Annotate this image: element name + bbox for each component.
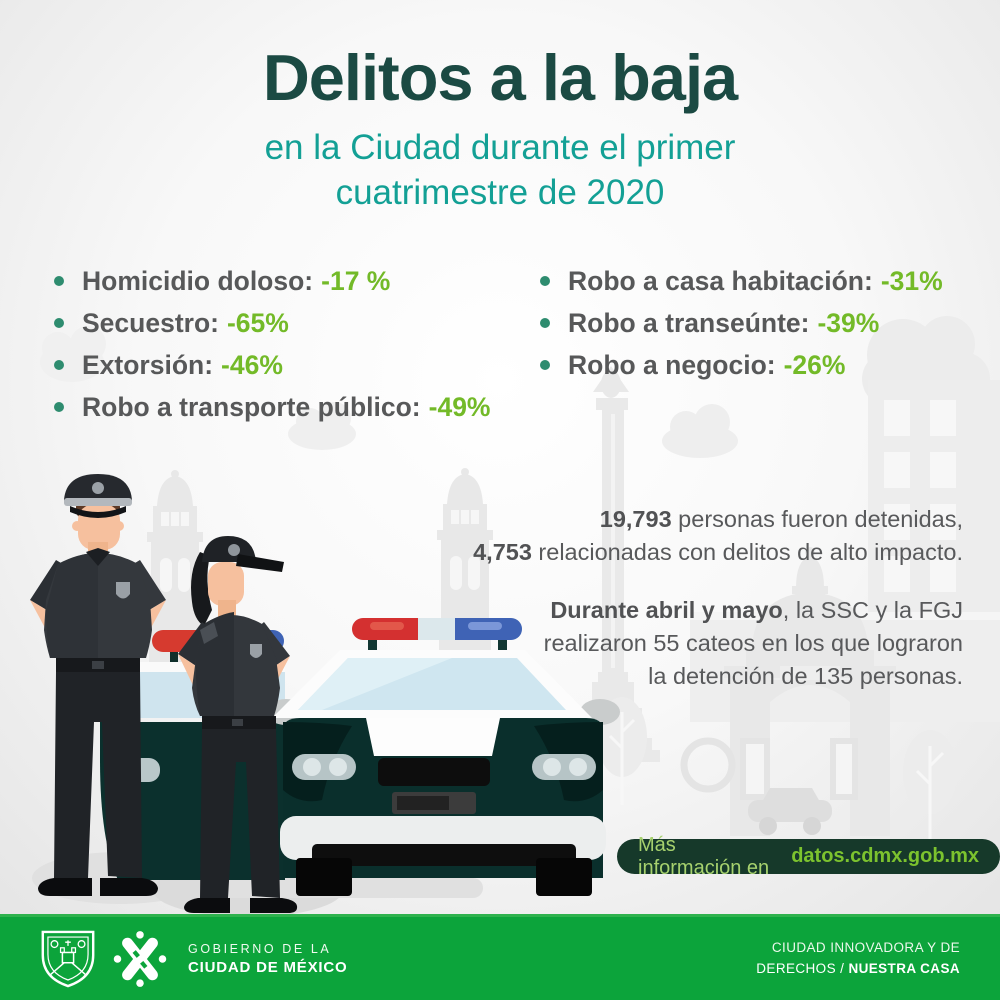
tree-silhouette: [903, 730, 957, 840]
bullet-icon: [54, 276, 64, 286]
stat-item: Robo a negocio: -26%: [538, 350, 943, 380]
bullet-icon: [54, 318, 64, 328]
text-line: 19,793 personas fueron detenidas,: [599, 506, 963, 532]
text-line: Durante abril y mayo, la SSC y la FGJ: [550, 597, 963, 623]
stat-value: -39%: [817, 308, 880, 338]
crime-stats-left-list: Homicidio doloso: -17 % Secuestro: -65% …: [52, 266, 491, 434]
police-cap-icon: [202, 536, 284, 572]
bullet-icon: [540, 360, 550, 370]
cloud-icon: [288, 402, 356, 450]
cloud-icon: [662, 404, 738, 458]
detentions-paragraph-2: Durante abril y mayo, la SSC y la FGJ re…: [473, 594, 963, 693]
revolution-monument-silhouette: [724, 547, 896, 836]
detentions-text-block: 19,793 personas fueron detenidas, 4,753 …: [473, 503, 963, 693]
stat-label: Robo a transporte público:: [82, 392, 421, 422]
stat-value: -65%: [226, 308, 289, 338]
stat-label: Robo a casa habitación:: [568, 266, 873, 296]
police-officers-car-illustration: [30, 474, 620, 915]
stat-label: Robo a transeúnte:: [568, 308, 810, 338]
footer-slogan-line1: CIUDAD INNOVADORA Y DE: [771, 939, 960, 955]
police-cap-icon: [64, 474, 132, 518]
stat-value: -49%: [428, 392, 491, 422]
footer-slogan: CIUDAD INNOVADORA Y DE DERECHOS / NUESTR…: [756, 938, 960, 980]
police-lightbar-icon: [352, 618, 522, 652]
header: Delitos a la baja en la Ciudad durante e…: [0, 40, 1000, 215]
footer-slogan-bold: NUESTRA CASA: [848, 960, 960, 976]
stat-item: Robo a transeúnte: -39%: [538, 308, 943, 338]
car-silhouette: [748, 788, 832, 835]
government-name-line2: CIUDAD DE MÉXICO: [188, 958, 348, 976]
police-officer-female: [178, 536, 298, 913]
text-line: 4,753 relacionadas con delitos de alto i…: [473, 539, 963, 565]
bullet-icon: [54, 360, 64, 370]
police-car: [266, 618, 620, 896]
text-line: la detención de 135 personas.: [648, 663, 963, 689]
page-subtitle-line1: en la Ciudad durante el primer: [264, 128, 736, 167]
detentions-paragraph-1: 19,793 personas fueron detenidas, 4,753 …: [473, 503, 963, 569]
stat-label: Secuestro:: [82, 308, 219, 338]
government-name: GOBIERNO DE LA CIUDAD DE MÉXICO: [188, 942, 347, 976]
cloud-icon: [40, 326, 106, 382]
footer-slogan-line2: DERECHOS / NUESTRA CASA: [756, 960, 960, 976]
stat-label: Robo a negocio:: [568, 350, 776, 380]
bullet-icon: [540, 276, 550, 286]
more-info-prefix: Más información en: [638, 833, 770, 879]
page-subtitle-line2: cuatrimestre de 2020: [335, 173, 665, 212]
stat-value: -31%: [880, 266, 943, 296]
page-title: Delitos a la baja: [262, 41, 738, 114]
footer-bar: GOBIERNO DE LA CIUDAD DE MÉXICO CIUDAD I…: [0, 914, 1000, 1000]
cdmx-x-logo-icon: [113, 930, 167, 987]
stat-label: Homicidio doloso:: [82, 266, 314, 296]
more-info-link[interactable]: datos.cdmx.gob.mx: [791, 845, 979, 867]
stat-value: -17 %: [321, 266, 391, 296]
bullet-icon: [540, 318, 550, 328]
stat-value: -26%: [783, 350, 846, 380]
stat-value: -46%: [221, 350, 283, 380]
bullet-icon: [54, 402, 64, 412]
more-info-button[interactable]: Más información en datos.cdmx.gob.mx: [617, 834, 1000, 879]
building-detail-silhouette: [680, 737, 858, 800]
footer-government-branding: GOBIERNO DE LA CIUDAD DE MÉXICO: [40, 927, 347, 991]
text-line: realizaron 55 cateos en los que lograron: [543, 630, 963, 656]
stat-item: Secuestro: -65%: [52, 308, 491, 338]
stat-item: Homicidio doloso: -17 %: [52, 266, 491, 296]
stat-label: Extorsión:: [82, 350, 214, 380]
police-officer-male: [30, 474, 166, 896]
page-subtitle: en la Ciudad durante el primer cuatrimes…: [0, 125, 1000, 215]
government-name-line1: GOBIERNO DE LA: [188, 941, 332, 956]
cdmx-coat-of-arms-icon: [41, 930, 95, 987]
stat-item: Robo a casa habitación: -31%: [538, 266, 943, 296]
stat-item: Extorsión: -46%: [52, 350, 491, 380]
stat-item: Robo a transporte público: -49%: [52, 392, 491, 422]
crime-stats-right-list: Robo a casa habitación: -31% Robo a tran…: [538, 266, 943, 392]
